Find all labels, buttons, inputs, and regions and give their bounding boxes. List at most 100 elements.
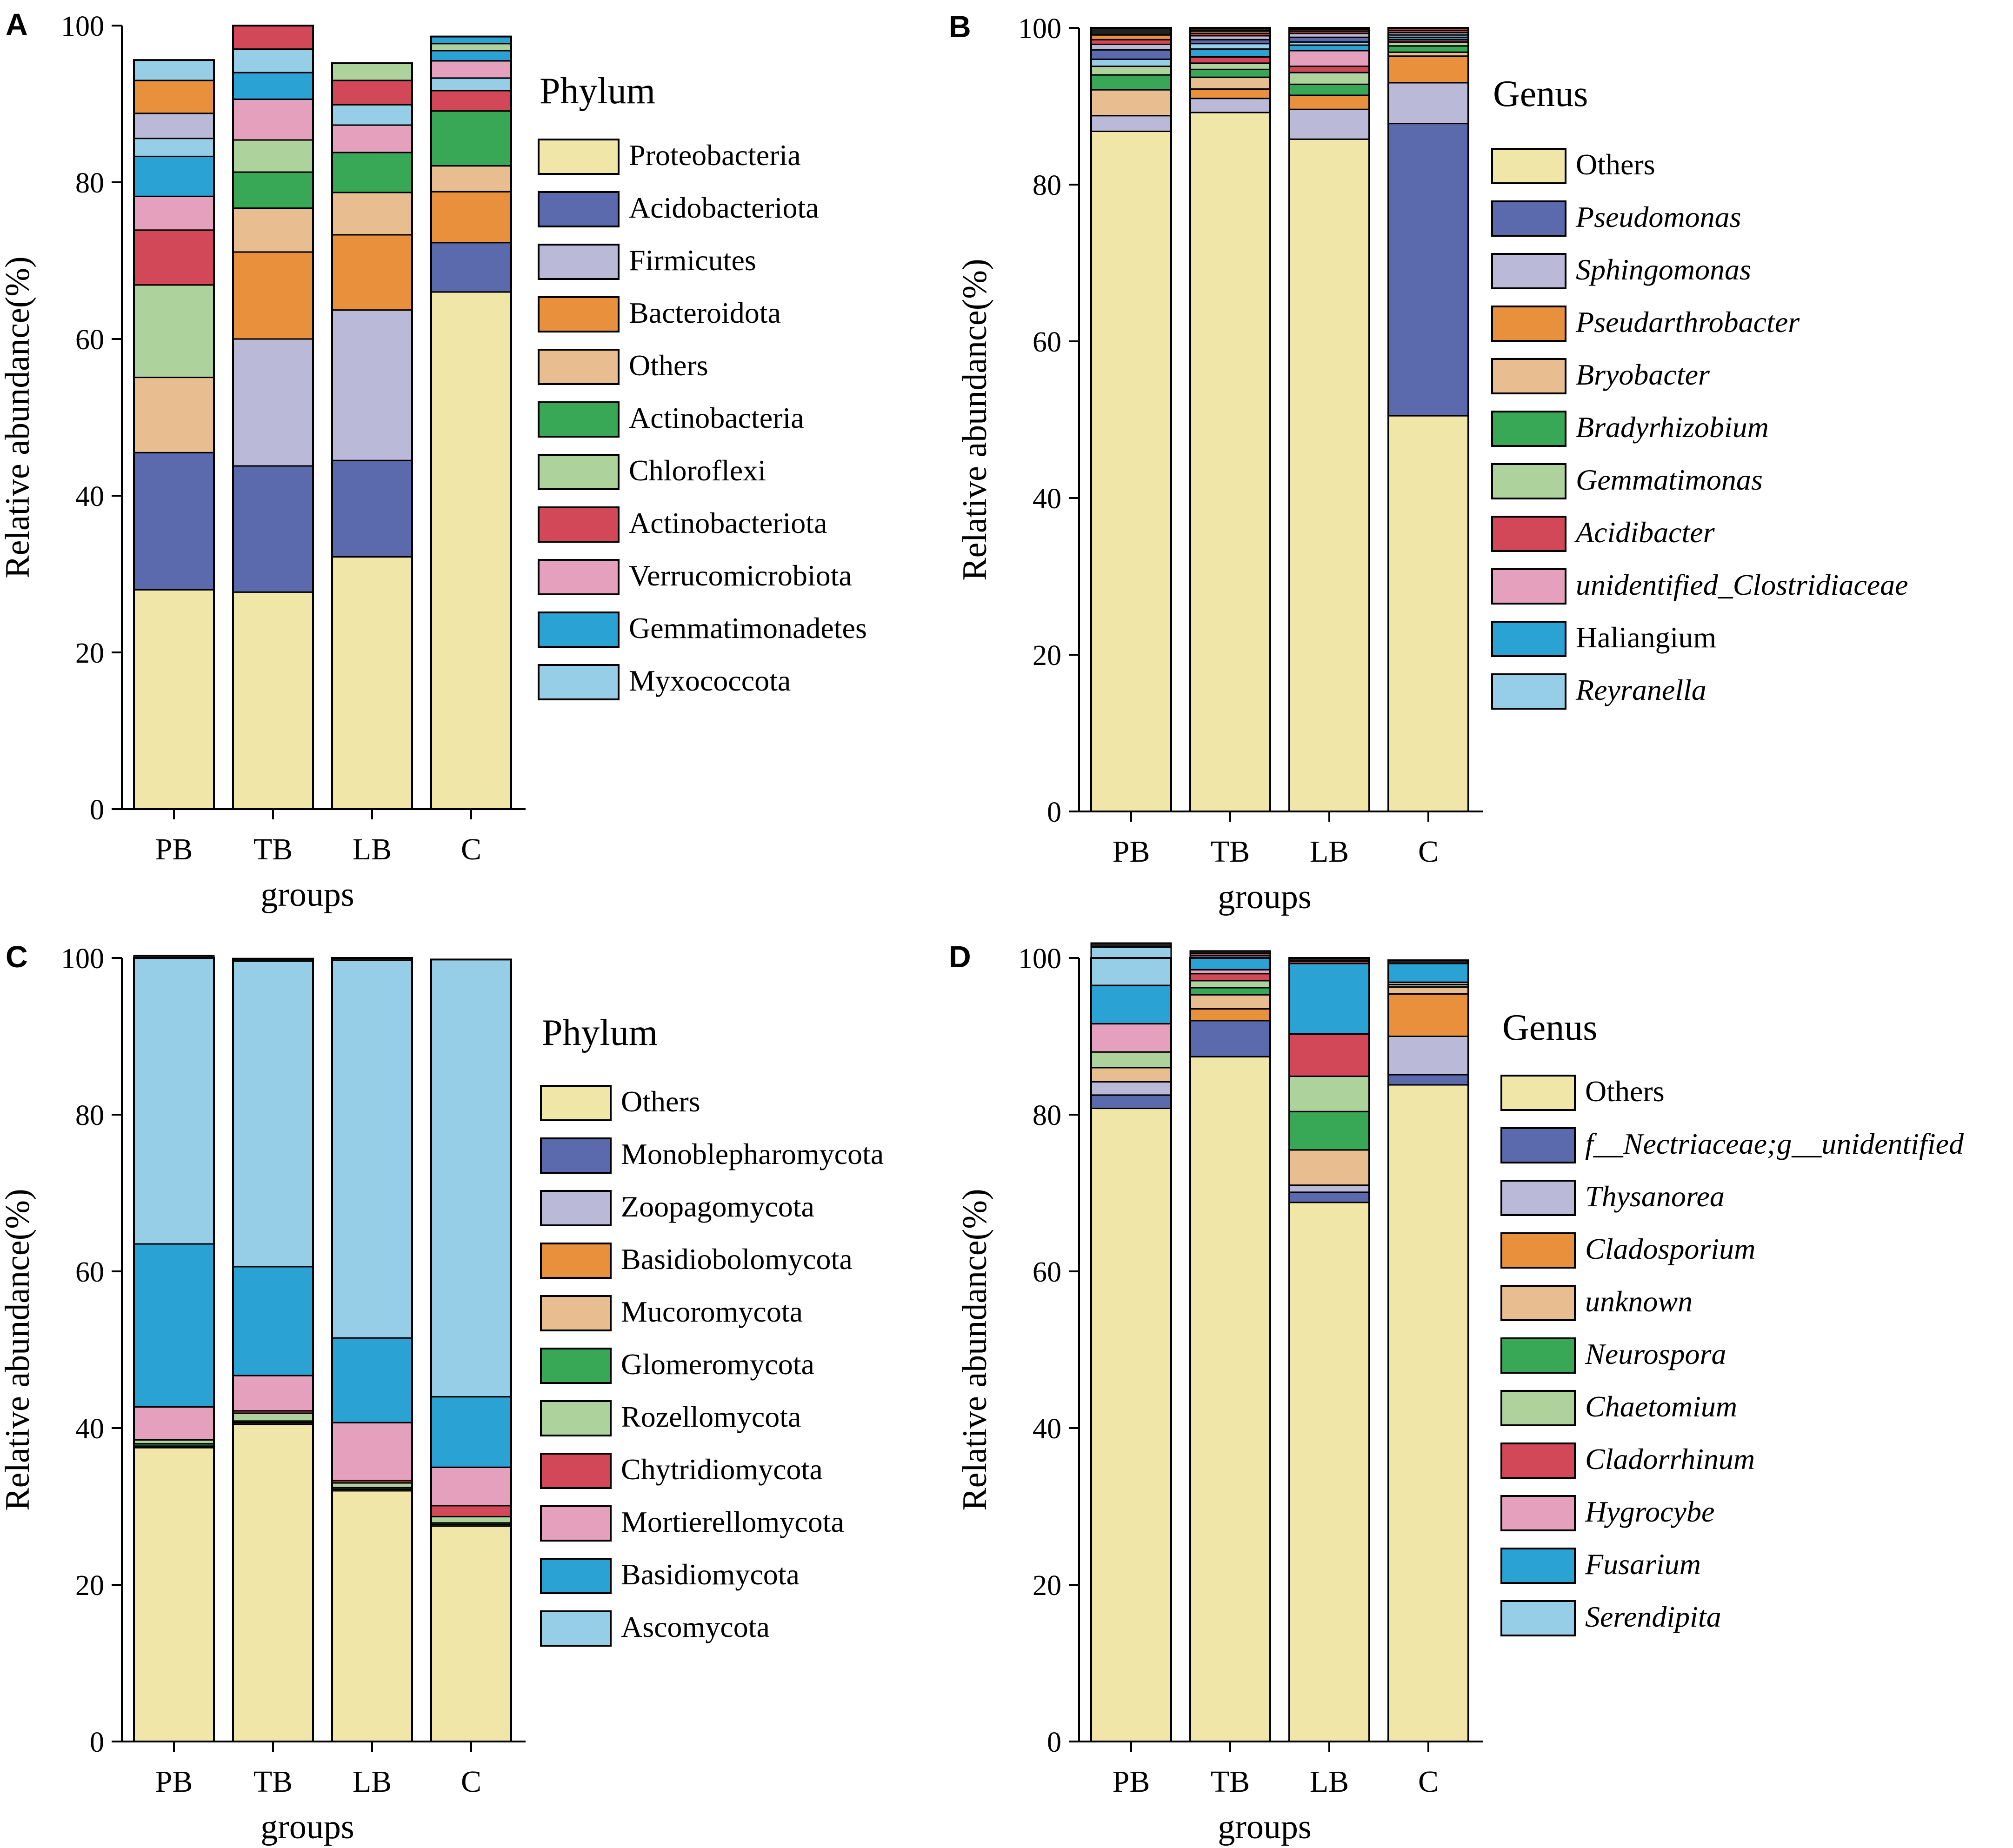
bar-segment — [1090, 1108, 1172, 1742]
legend-label: Proteobacteria — [629, 139, 801, 172]
y-tick-label: 80 — [75, 167, 104, 199]
bar-segment — [133, 113, 215, 140]
legend-label: Bacteroidota — [629, 296, 781, 329]
x-tick-label: TB — [253, 1765, 293, 1799]
bar-segment — [331, 1337, 413, 1423]
legend-label: Verrucomicrobiota — [629, 559, 852, 592]
legend-title: Genus — [1502, 1007, 1597, 1048]
bar-segment — [1387, 123, 1469, 417]
bar-c — [430, 958, 512, 1743]
legend-swatch — [538, 401, 620, 438]
bar-segment — [331, 459, 413, 558]
legend-label: Others — [629, 349, 708, 382]
legend-swatch — [540, 1610, 612, 1647]
x-tick-label: LB — [353, 1765, 392, 1799]
bar-segment — [1288, 1110, 1370, 1151]
bar-segment — [331, 104, 413, 126]
bar-tb — [1189, 27, 1271, 812]
bar-lb — [331, 957, 413, 1742]
legend-label: Mortierellomycota — [621, 1505, 844, 1538]
legend-swatch — [1491, 621, 1566, 657]
y-tick-label: 100 — [1018, 943, 1061, 975]
legend-label: Myxococcota — [629, 664, 791, 697]
bar-segment — [1288, 72, 1370, 85]
bar-segment — [1090, 1067, 1172, 1083]
legend-swatch — [538, 664, 620, 700]
legend-swatch — [538, 296, 620, 332]
bar-segment — [1090, 130, 1172, 812]
legend-swatch — [538, 349, 620, 385]
legend-swatch — [1500, 1390, 1576, 1426]
x-tick-label: C — [1418, 835, 1439, 869]
bar-segment — [331, 62, 413, 81]
bar-segment — [430, 191, 512, 244]
y-tick-label: 80 — [1033, 1100, 1061, 1131]
y-tick-label: 40 — [1033, 1413, 1061, 1445]
bar-segment — [430, 50, 512, 62]
legend-label: Thysanorea — [1585, 1180, 1725, 1213]
legend-swatch — [540, 1295, 612, 1331]
bar-segment — [430, 1525, 512, 1742]
panel-d: D PB TB LB C 0 20 40 60 80 100 groups Relative abund… — [949, 939, 1964, 1846]
legend-label: Acidibacter — [1574, 516, 1715, 549]
legend-title: Phylum — [542, 1012, 658, 1053]
bar-segment — [331, 1490, 413, 1742]
legend-swatch — [538, 454, 620, 490]
legend-label: Haliangium — [1576, 621, 1716, 654]
bar-segment — [1288, 1075, 1370, 1112]
bar-segment — [1189, 1056, 1271, 1742]
legend-label: Bradyrhizobium — [1576, 411, 1769, 444]
bar-pb — [133, 955, 215, 1742]
bar-c — [1387, 27, 1469, 812]
legend-label: Others — [621, 1085, 700, 1118]
legend-label: Glomeromycota — [621, 1348, 814, 1381]
bar-segment — [331, 234, 413, 311]
bar-segment — [1288, 963, 1370, 1035]
legend-title: Genus — [1493, 73, 1588, 114]
y-axis-title: Relative abundance(%) — [0, 1189, 37, 1510]
bar-lb — [1288, 957, 1370, 1742]
bar-segment — [232, 207, 314, 253]
y-axis-title: Relative abundance(%) — [0, 256, 37, 578]
bar-segment — [331, 959, 413, 1339]
legend-swatch — [540, 1348, 612, 1384]
legend-swatch — [1491, 306, 1566, 342]
bar-segment — [232, 139, 314, 173]
y-tick-label: 60 — [75, 1256, 104, 1288]
bar-segment — [133, 155, 215, 197]
bar-segment — [1387, 82, 1469, 125]
y-tick-label: 100 — [61, 11, 104, 42]
bar-segment — [133, 284, 215, 379]
legend-label: Hygrocybe — [1585, 1495, 1714, 1528]
legend-swatch — [540, 1190, 612, 1226]
legend-swatch — [1491, 463, 1566, 499]
bar-segment — [1189, 68, 1271, 78]
y-tick-label: 0 — [1047, 1727, 1061, 1758]
panel-letter: B — [949, 9, 971, 44]
bar-segment — [133, 59, 215, 81]
legend-swatch — [1500, 1495, 1576, 1531]
bar-segment — [1288, 36, 1370, 43]
bar-segment — [133, 1447, 215, 1742]
legend-swatch — [538, 506, 620, 543]
legend-swatch — [540, 1558, 612, 1594]
x-tick-label: PB — [1113, 835, 1150, 869]
legend-swatch — [1500, 1337, 1576, 1374]
bar-segment — [1189, 980, 1271, 989]
legend-label: Pseudarthrobacter — [1575, 306, 1800, 339]
legend-label: Chytridiomycota — [621, 1453, 823, 1486]
y-tick-label: 40 — [75, 481, 104, 512]
legend-label: Chaetomium — [1585, 1390, 1737, 1423]
y-tick-label: 80 — [75, 1100, 104, 1131]
bar-segment — [1090, 984, 1172, 1025]
bar-segment — [1090, 74, 1172, 91]
legend-swatch — [1491, 253, 1566, 289]
bar-segment — [133, 195, 215, 231]
y-tick-label: 100 — [61, 943, 104, 975]
y-axis-title: Relative abundance(%) — [956, 259, 994, 580]
bar-segment — [1288, 83, 1370, 96]
legend-title: Phylum — [540, 71, 655, 112]
bar-segment — [1090, 27, 1172, 36]
bar-segment — [133, 1243, 215, 1408]
legend-swatch — [540, 1085, 612, 1121]
